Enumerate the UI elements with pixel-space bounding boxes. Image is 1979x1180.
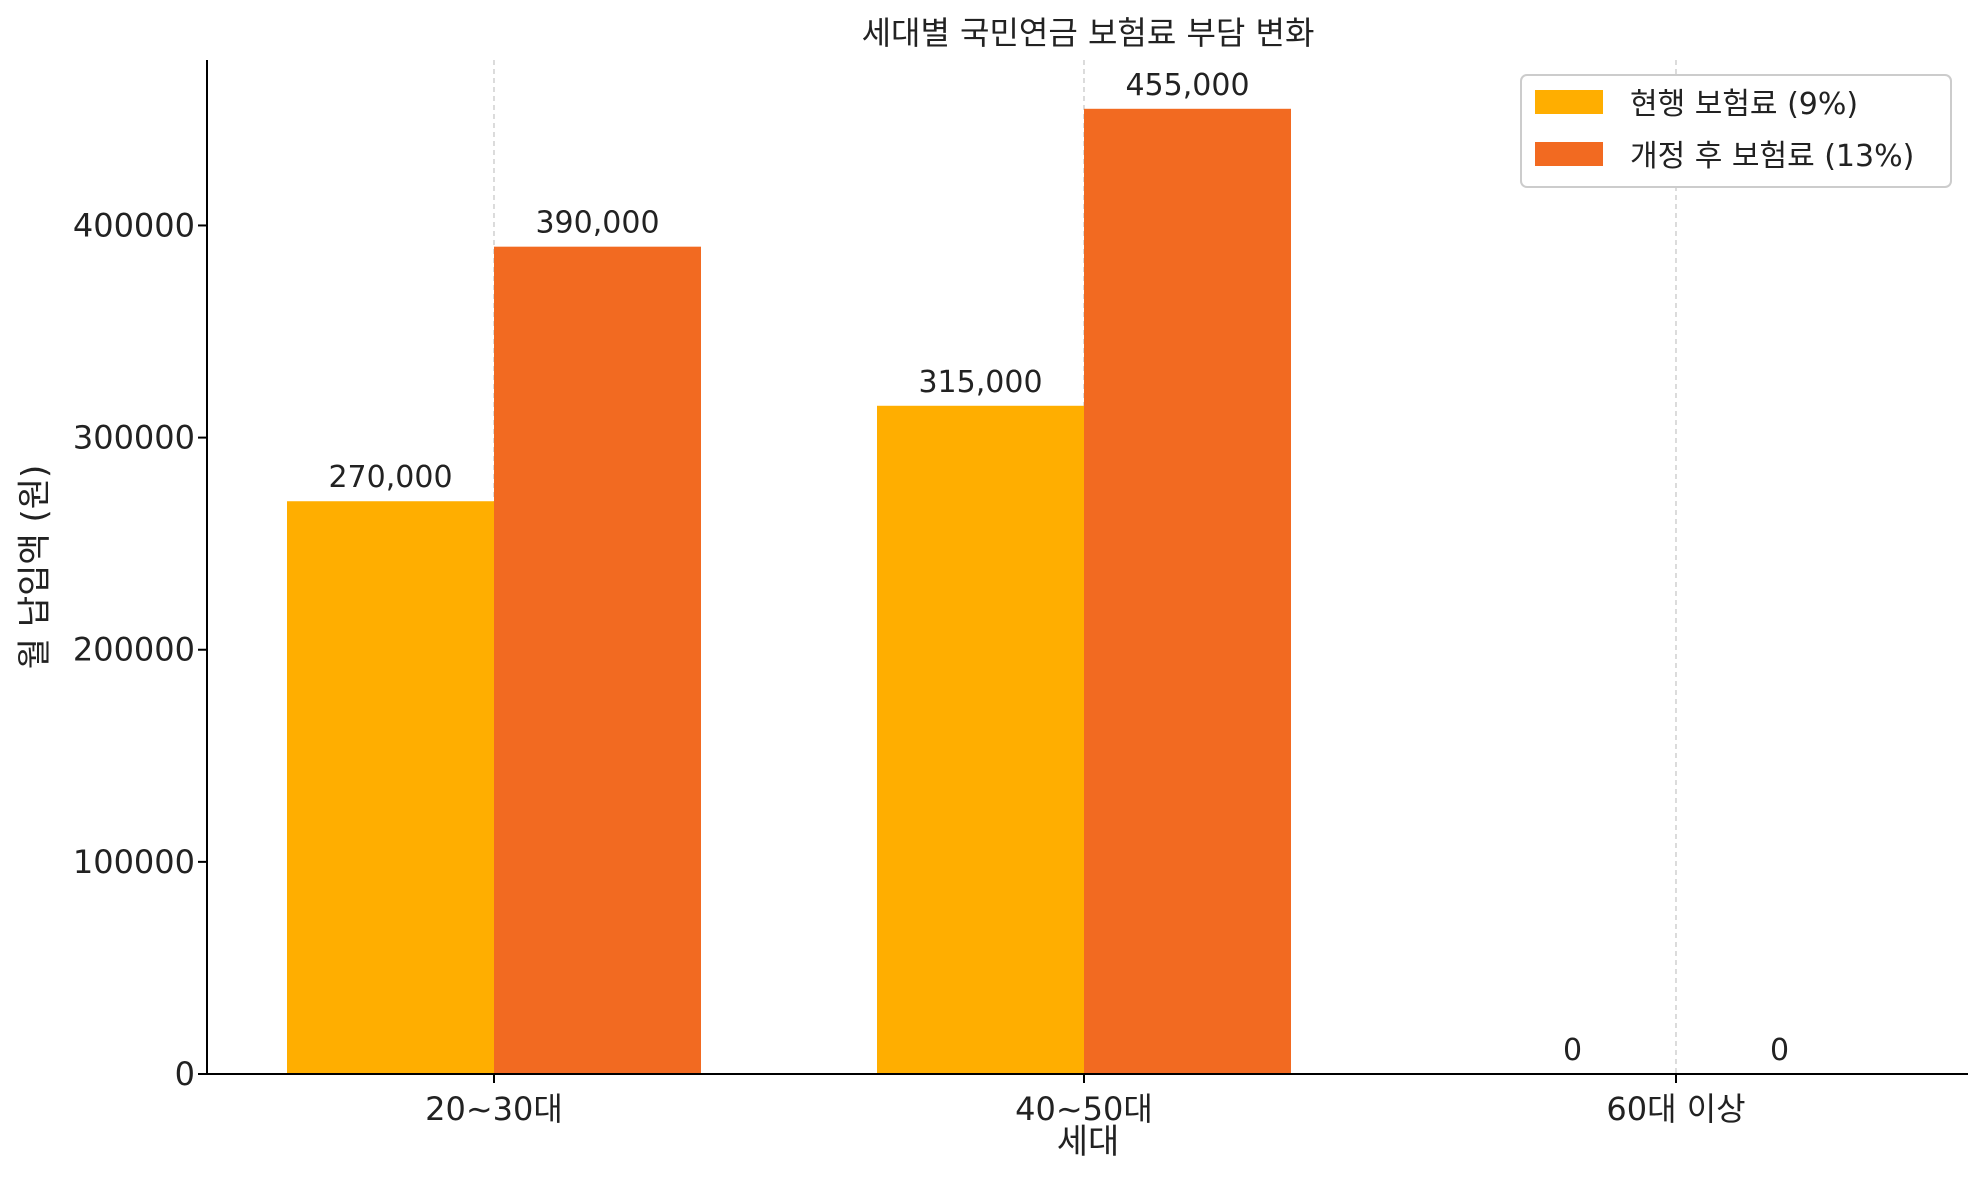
y-tick-label: 400000 xyxy=(73,206,195,244)
bars xyxy=(287,108,1291,1075)
y-tick-label: 100000 xyxy=(73,843,195,881)
data-label: 0 xyxy=(1563,1033,1582,1068)
bar xyxy=(494,246,701,1074)
data-label: 315,000 xyxy=(918,365,1042,400)
legend-label-current: 현행 보험료 (9%) xyxy=(1630,87,1858,122)
legend-swatch-current xyxy=(1535,90,1603,114)
data-label: 390,000 xyxy=(535,206,659,241)
y-tick-label: 200000 xyxy=(73,631,195,669)
data-label: 0 xyxy=(1770,1033,1789,1068)
x-axis-label: 세대 xyxy=(1057,1122,1120,1162)
y-axis-label: 월 납입액 (원) xyxy=(15,465,55,670)
y-tick-label: 0 xyxy=(175,1055,195,1093)
data-label: 455,000 xyxy=(1125,68,1249,103)
x-axis-ticks: 20~30대 40~50대 60대 이상 xyxy=(425,1074,1746,1128)
y-tick-label: 300000 xyxy=(73,419,195,457)
x-tick-label: 60대 이상 xyxy=(1606,1090,1745,1128)
data-labels: 270,000 315,000 0 390,000 455,000 0 xyxy=(328,68,1789,1068)
bar xyxy=(1084,108,1291,1075)
bar xyxy=(877,405,1084,1075)
data-label: 270,000 xyxy=(328,460,452,495)
chart-title: 세대별 국민연금 보험료 부담 변화 xyxy=(862,14,1315,52)
bar xyxy=(287,501,494,1074)
legend-label-revised: 개정 후 보험료 (13%) xyxy=(1630,139,1914,174)
legend-swatch-revised xyxy=(1535,142,1603,166)
y-axis-ticks: 0 100000 200000 300000 400000 xyxy=(73,206,207,1093)
x-tick-label: 40~50대 xyxy=(1015,1090,1153,1128)
legend-frame xyxy=(1520,74,1952,188)
x-tick-label: 20~30대 xyxy=(425,1090,563,1128)
legend: 현행 보험료 (9%) 개정 후 보험료 (13%) xyxy=(1520,74,1952,188)
